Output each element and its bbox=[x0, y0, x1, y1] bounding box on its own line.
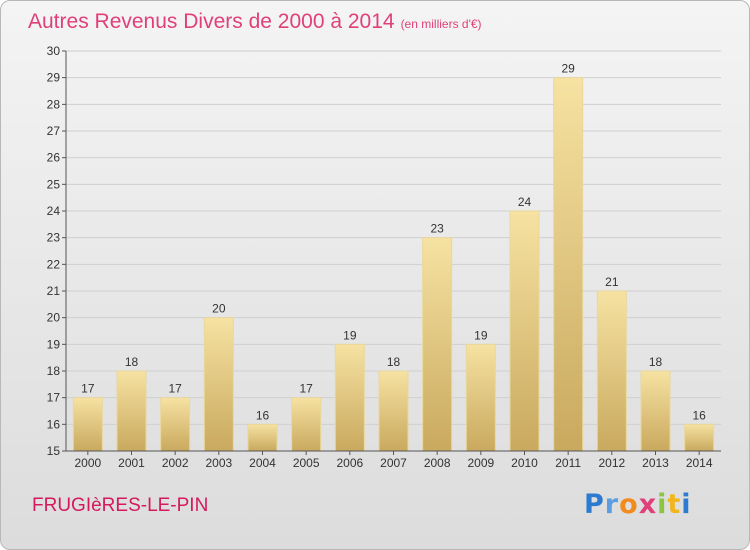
x-tick-label: 2000 bbox=[74, 456, 101, 470]
bar bbox=[247, 423, 278, 452]
logo-letter-5: i bbox=[657, 489, 668, 520]
bar bbox=[465, 343, 496, 452]
bar bbox=[160, 397, 191, 452]
x-tick-label: 2014 bbox=[686, 456, 713, 470]
logo-letter-2: r bbox=[604, 489, 620, 520]
y-tick-label: 25 bbox=[47, 177, 61, 191]
logo-letter-7: i bbox=[681, 489, 692, 520]
bar-value-label: 29 bbox=[561, 62, 575, 76]
bar-value-label: 17 bbox=[81, 382, 95, 396]
bar bbox=[72, 397, 103, 452]
y-tick-label: 20 bbox=[47, 311, 61, 325]
bar-value-label: 20 bbox=[212, 302, 226, 316]
bar-value-label: 16 bbox=[256, 408, 270, 422]
x-tick-label: 2010 bbox=[511, 456, 538, 470]
y-tick-label: 26 bbox=[47, 151, 61, 165]
x-tick-label: 2013 bbox=[642, 456, 669, 470]
bar bbox=[378, 370, 409, 452]
bar bbox=[553, 77, 584, 452]
y-tick-label: 18 bbox=[47, 364, 61, 378]
x-tick-label: 2003 bbox=[205, 456, 232, 470]
place-name: FRUGIèRES-LE-PIN bbox=[32, 495, 209, 516]
bar bbox=[334, 343, 365, 452]
x-tick-label: 2005 bbox=[293, 456, 320, 470]
logo-letter-1: P bbox=[584, 489, 605, 520]
y-tick-label: 23 bbox=[47, 231, 61, 245]
chart-title: Autres Revenus Divers de 2000 à 2014 (en … bbox=[28, 10, 482, 34]
x-tick-label: 2002 bbox=[162, 456, 189, 470]
bar bbox=[422, 237, 453, 452]
y-tick-label: 21 bbox=[47, 284, 61, 298]
x-tick-label: 2006 bbox=[336, 456, 363, 470]
y-tick-label: 19 bbox=[47, 337, 61, 351]
bar-value-label: 16 bbox=[692, 408, 706, 422]
bar bbox=[596, 290, 627, 452]
y-tick-label: 17 bbox=[47, 391, 61, 405]
axes bbox=[62, 50, 721, 455]
y-tick-label: 24 bbox=[47, 204, 61, 218]
bar-value-label: 17 bbox=[168, 382, 182, 396]
bar bbox=[509, 210, 540, 452]
bar-value-label: 21 bbox=[605, 275, 619, 289]
x-tick-label: 2009 bbox=[467, 456, 494, 470]
logo-letter-6: t bbox=[667, 489, 682, 520]
y-tick-label: 29 bbox=[47, 71, 61, 85]
x-tick-label: 2004 bbox=[249, 456, 276, 470]
bar-value-label: 23 bbox=[430, 222, 444, 236]
y-tick-label: 30 bbox=[47, 44, 61, 58]
bar-value-label: 24 bbox=[518, 195, 532, 209]
y-tick-label: 28 bbox=[47, 97, 61, 111]
chart-title-text: Autres Revenus Divers de 2000 à 2014 bbox=[28, 10, 395, 33]
proxiti-logo: Proxiti bbox=[584, 489, 692, 520]
x-tick-label: 2001 bbox=[118, 456, 145, 470]
x-tick-label: 2011 bbox=[555, 456, 581, 470]
x-tick-label: 2008 bbox=[424, 456, 451, 470]
bar bbox=[684, 423, 715, 452]
y-tick-label: 15 bbox=[47, 444, 61, 458]
bar-value-label: 18 bbox=[387, 355, 401, 369]
x-tick-label: 2007 bbox=[380, 456, 407, 470]
bar-value-label: 18 bbox=[649, 355, 663, 369]
bar bbox=[116, 370, 147, 452]
chart-unit: (en milliers d'€) bbox=[400, 17, 482, 31]
bar-value-label: 18 bbox=[125, 355, 139, 369]
x-tick-label: 2012 bbox=[598, 456, 625, 470]
logo-letter-3: o bbox=[619, 489, 639, 520]
bar-value-label: 19 bbox=[343, 328, 357, 342]
logo-letter-4: x bbox=[638, 489, 658, 520]
bar-value-label: 19 bbox=[474, 328, 488, 342]
bar bbox=[291, 397, 322, 452]
y-tick-label: 27 bbox=[47, 124, 61, 138]
y-tick-label: 22 bbox=[47, 257, 61, 271]
bar-value-label: 17 bbox=[299, 382, 313, 396]
bar bbox=[203, 317, 234, 452]
labels: 15 16 17 18 19 20 21 22 23 24 25 26 27 28 29 30 17 2000 18… bbox=[47, 44, 713, 470]
bar bbox=[640, 370, 671, 452]
y-tick-label: 16 bbox=[47, 417, 61, 431]
